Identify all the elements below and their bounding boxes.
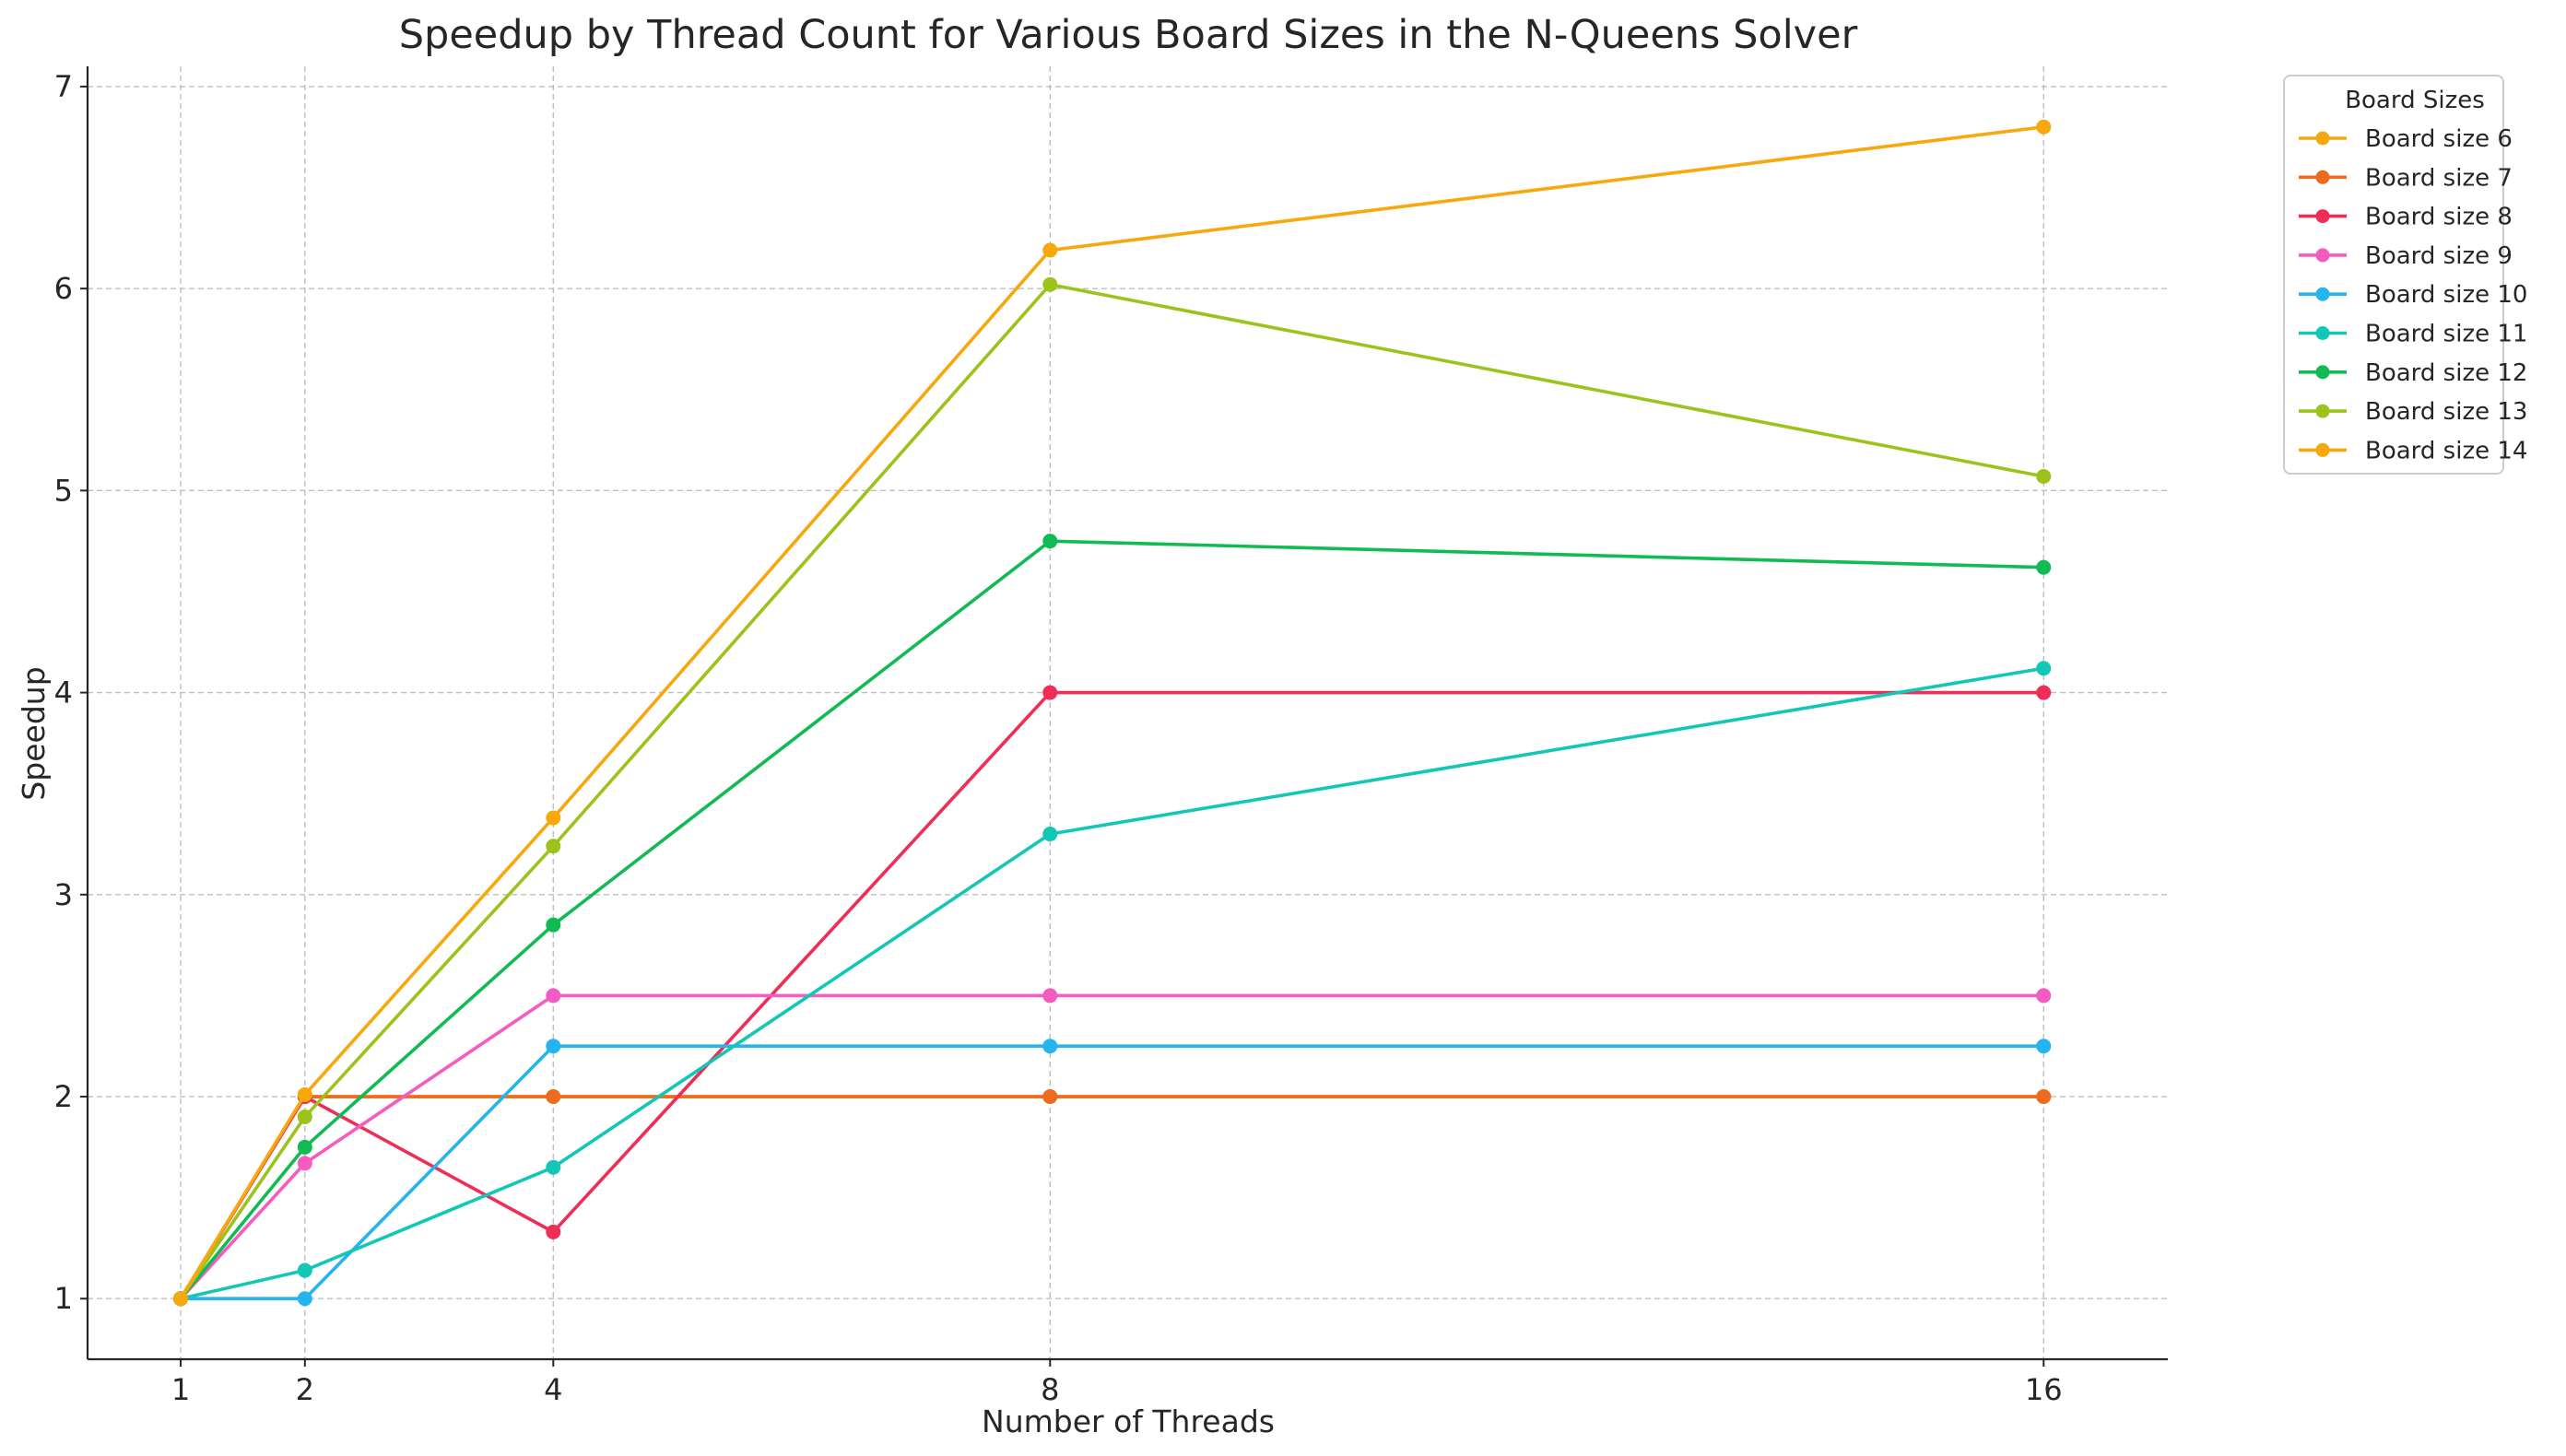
- x-tick-label: 8: [1041, 1372, 1059, 1407]
- series-line: [179, 1095, 2046, 1301]
- legend-label: Board size 7: [2365, 164, 2513, 192]
- legend-marker: [2315, 248, 2330, 263]
- data-point: [546, 810, 561, 826]
- series-line: [179, 124, 2046, 1301]
- data-point: [2036, 469, 2052, 485]
- series-line: [179, 1044, 2046, 1301]
- legend-label: Board size 9: [2365, 242, 2513, 270]
- series-line: [179, 1095, 2046, 1301]
- data-point: [1042, 685, 1058, 700]
- y-tick-label: 1: [54, 1281, 73, 1316]
- legend-item: Board size 8: [2299, 204, 2513, 231]
- data-point: [546, 1089, 561, 1105]
- data-point: [1042, 827, 1058, 842]
- legend-item: Board size 10: [2299, 281, 2527, 309]
- series-line: [179, 666, 2046, 1301]
- series-9: [173, 119, 2052, 1307]
- legend-item: Board size 6: [2299, 125, 2513, 153]
- axes: [86, 66, 2168, 1361]
- data-point: [1042, 988, 1058, 1004]
- data-point: [1042, 242, 1058, 258]
- data-point: [1042, 1039, 1058, 1054]
- data-point: [546, 988, 561, 1004]
- legend-title: Board Sizes: [2345, 87, 2485, 114]
- series-6: [173, 661, 2052, 1307]
- legend-marker: [2315, 170, 2330, 184]
- legend-item: Board size 9: [2299, 242, 2513, 270]
- data-point: [2036, 988, 2052, 1004]
- y-tick-label: 4: [54, 675, 73, 710]
- legend-marker: [2315, 404, 2330, 418]
- data-point: [546, 1159, 561, 1175]
- data-point: [546, 839, 561, 854]
- data-point: [1042, 1089, 1058, 1105]
- data-point: [1042, 276, 1058, 292]
- data-point: [546, 1039, 561, 1054]
- data-point: [2036, 119, 2052, 135]
- series-1: [173, 1089, 2052, 1307]
- data-point: [2036, 661, 2052, 676]
- legend-label: Board size 12: [2365, 359, 2527, 387]
- data-point: [297, 1291, 312, 1307]
- x-tick-label: 4: [544, 1372, 562, 1407]
- series-line: [179, 282, 2046, 1301]
- x-axis-label: Number of Threads: [982, 1403, 1275, 1439]
- legend-marker: [2315, 209, 2330, 224]
- legend-label: Board size 14: [2365, 437, 2527, 464]
- data-point: [297, 1262, 312, 1278]
- legend-label: Board size 10: [2365, 281, 2527, 309]
- legend-item: Board size 11: [2299, 321, 2527, 348]
- legend-label: Board size 13: [2365, 398, 2527, 426]
- legend-marker: [2315, 287, 2330, 301]
- data-point: [546, 917, 561, 933]
- legend-item: Board size 7: [2299, 164, 2513, 192]
- tick-labels: 1 2 4 8 16 1 2 3 4 5 6 7: [54, 69, 2063, 1407]
- series-4: [173, 988, 2052, 1307]
- legend-marker: [2315, 326, 2330, 340]
- data-point: [297, 1109, 312, 1124]
- series-5: [173, 1039, 2052, 1307]
- y-tick-label: 3: [54, 877, 73, 912]
- legend-label: Board size 11: [2365, 321, 2527, 348]
- data-point: [297, 1139, 312, 1155]
- data-point: [2036, 685, 2052, 700]
- y-tick-label: 6: [54, 271, 73, 306]
- y-tick-label: 2: [54, 1079, 73, 1114]
- data-point: [297, 1156, 312, 1171]
- x-tick-label: 1: [171, 1372, 190, 1407]
- y-tick-label: 5: [54, 473, 73, 508]
- legend-item: Board size 13: [2299, 398, 2527, 426]
- chart-title: Speedup by Thread Count for Various Boar…: [399, 12, 1858, 58]
- y-axis-label: Speedup: [16, 666, 52, 800]
- legend-box: [2283, 75, 2504, 475]
- x-tick-label: 16: [2025, 1372, 2063, 1407]
- legend-label: Board size 6: [2365, 125, 2513, 153]
- x-tick-label: 2: [296, 1372, 314, 1407]
- data-point: [2036, 1039, 2052, 1054]
- legend-marker: [2315, 365, 2330, 380]
- series-line: [179, 993, 2046, 1301]
- data-point: [546, 1224, 561, 1239]
- series-2: [173, 1089, 2052, 1307]
- legend-item: Board size 14: [2299, 437, 2527, 464]
- data-point: [1042, 534, 1058, 549]
- legend-marker: [2315, 442, 2330, 457]
- legend-item: Board size 12: [2299, 359, 2527, 387]
- legend-label: Board size 8: [2365, 204, 2513, 231]
- legend-marker: [2315, 131, 2330, 146]
- data-point: [2036, 1089, 2052, 1105]
- data-point: [2036, 559, 2052, 575]
- series-7: [173, 534, 2052, 1307]
- data-point: [173, 1291, 189, 1307]
- series-lines: [173, 119, 2052, 1307]
- y-tick-label: 7: [54, 69, 73, 104]
- grid-lines: [88, 66, 2168, 1359]
- legend-items: Board size 6 Board size 7 Board size 8 Boar…: [2299, 125, 2527, 464]
- series-8: [173, 276, 2052, 1307]
- data-point: [297, 1086, 312, 1102]
